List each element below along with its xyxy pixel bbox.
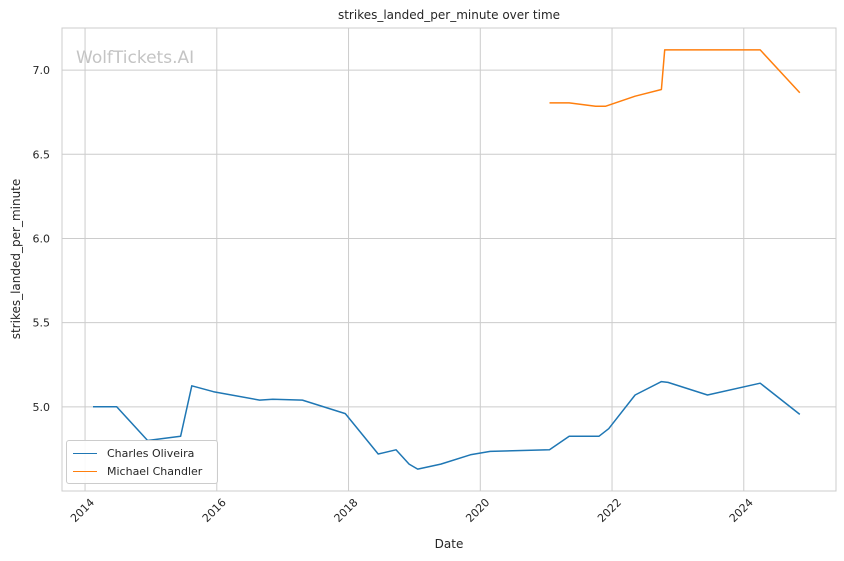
- legend-label-michael-chandler: Michael Chandler: [107, 464, 203, 478]
- x-tick-label: 2024: [727, 496, 756, 525]
- x-tick-label: 2018: [332, 496, 361, 525]
- legend: Charles Oliveira Michael Chandler: [66, 440, 218, 484]
- plot-area: [62, 28, 836, 491]
- legend-entry-michael-chandler: Michael Chandler: [73, 463, 202, 479]
- series-line-michael-chandler: [549, 49, 801, 108]
- legend-swatch-charles-oliveira: [73, 452, 97, 454]
- series-line-charles-oliveira: [93, 380, 801, 470]
- y-tick-label: 6.0: [33, 232, 51, 245]
- legend-label-charles-oliveira: Charles Oliveira: [107, 446, 195, 460]
- x-tick-label: 2016: [200, 496, 229, 525]
- legend-swatch-michael-chandler: [73, 470, 97, 472]
- y-tick-label: 5.0: [33, 401, 51, 414]
- legend-entry-charles-oliveira: Charles Oliveira: [73, 445, 194, 461]
- y-tick-label: 5.5: [33, 317, 51, 330]
- x-tick-label: 2022: [595, 496, 624, 525]
- plot-frame: [61, 27, 837, 492]
- x-tick-label: 2014: [68, 496, 97, 525]
- y-axis-label: strikes_landed_per_minute: [9, 178, 23, 340]
- chart-title: strikes_landed_per_minute over time: [337, 8, 561, 22]
- y-tick-label: 6.5: [33, 148, 51, 161]
- x-tick-label: 2020: [463, 496, 492, 525]
- watermark: WolfTickets.AI: [76, 48, 195, 68]
- x-axis-label: Date: [434, 537, 464, 551]
- y-tick-label: 7.0: [33, 64, 51, 77]
